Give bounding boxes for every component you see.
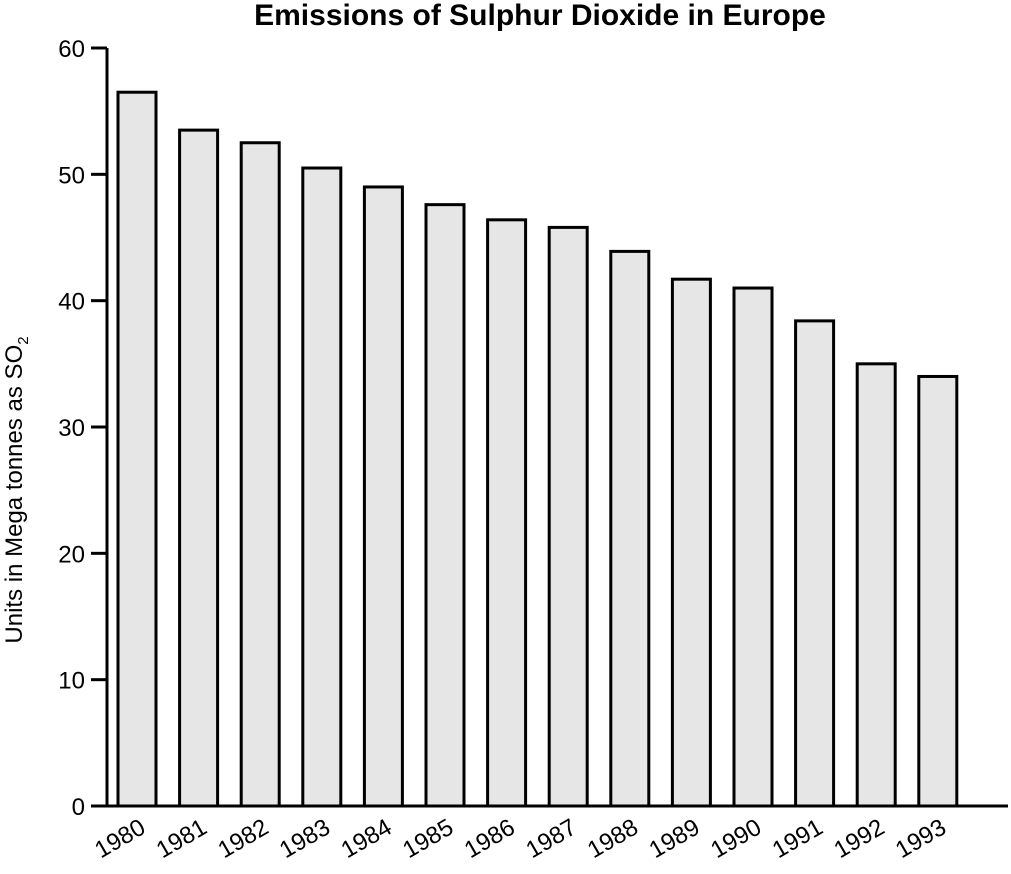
bar-1993 — [917, 374, 959, 808]
bar-1990 — [732, 286, 774, 808]
x-tick-label: 1988 — [583, 814, 643, 864]
bar-1982 — [239, 141, 281, 808]
x-tick-label: 1981 — [152, 814, 212, 864]
bar-1987 — [547, 225, 589, 808]
bars — [116, 90, 959, 808]
y-axis-ticks: 0 10 20 30 40 50 60 — [58, 36, 107, 821]
bar-1980 — [116, 90, 158, 808]
x-tick-label: 1992 — [829, 814, 889, 864]
y-tick-label: 30 — [58, 415, 85, 442]
x-tick-label: 1986 — [460, 814, 520, 864]
x-tick-label: 1987 — [521, 814, 581, 864]
y-axis-label-text: Units in Mega tonnes as SO — [1, 345, 28, 644]
y-axis-label: Units in Mega tonnes as SO2 — [1, 336, 32, 643]
x-tick-label: 1993 — [891, 814, 951, 864]
bar-1983 — [301, 166, 343, 808]
y-tick-label: 10 — [58, 668, 85, 695]
x-tick-label: 1984 — [337, 814, 397, 864]
bar-1984 — [362, 185, 404, 808]
bar-1986 — [486, 218, 528, 808]
x-tick-label: 1983 — [275, 814, 335, 864]
bar-1988 — [609, 249, 651, 808]
chart-title: Emissions of Sulphur Dioxide in Europe — [254, 0, 826, 32]
x-axis-tick-labels: 1980 1981 1982 1983 1984 1985 1986 1987 1988 1989… — [90, 814, 951, 864]
y-axis-label-subscript: 2 — [15, 336, 32, 344]
bar-1991 — [794, 319, 836, 808]
x-tick-label: 1990 — [706, 814, 766, 864]
bar-1989 — [670, 277, 712, 808]
bar-1981 — [178, 128, 220, 808]
x-tick-label: 1985 — [398, 814, 458, 864]
x-tick-label: 1991 — [768, 814, 828, 864]
y-tick-label: 20 — [58, 541, 85, 568]
x-tick-label: 1989 — [645, 814, 705, 864]
y-tick-label: 40 — [58, 289, 85, 316]
x-tick-label: 1982 — [213, 814, 273, 864]
y-tick-label: 60 — [58, 36, 85, 63]
y-tick-label: 50 — [58, 162, 85, 189]
bar-1985 — [424, 203, 466, 808]
x-tick-label: 1980 — [90, 814, 150, 864]
y-tick-label: 0 — [72, 794, 85, 821]
bar-1992 — [855, 362, 897, 808]
